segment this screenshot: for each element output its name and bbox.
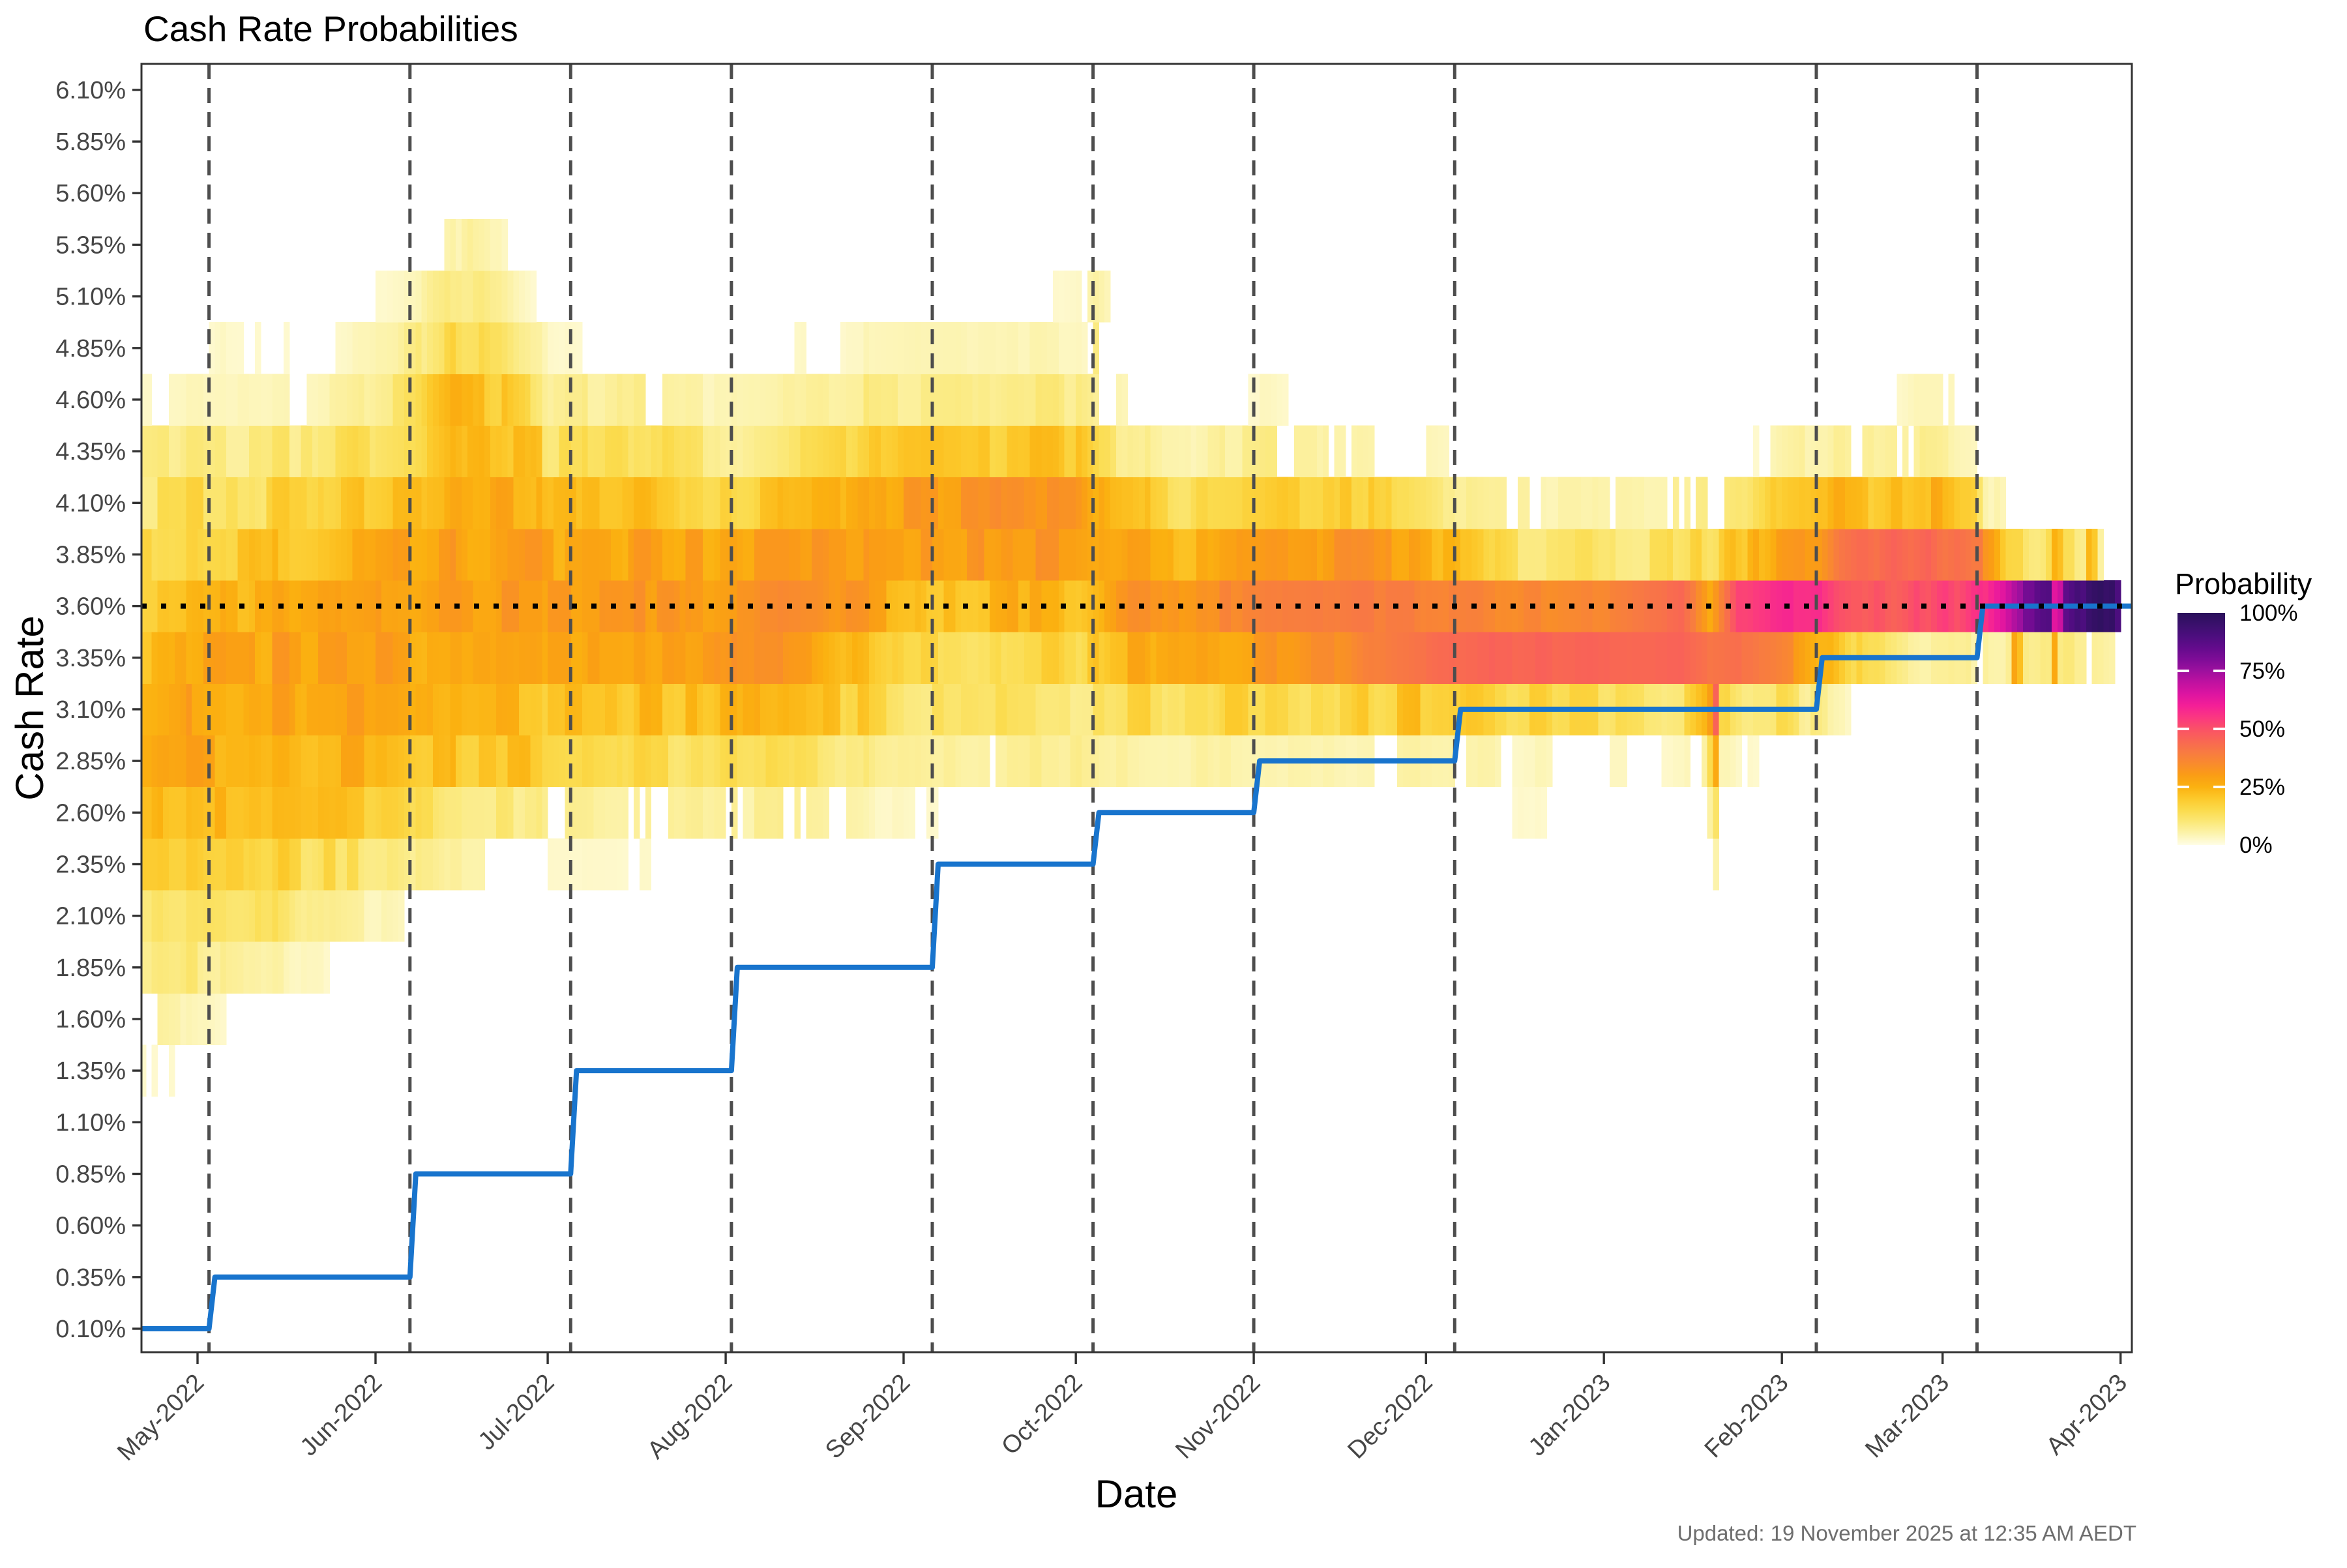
svg-text:1.35%: 1.35% bbox=[55, 1058, 126, 1085]
svg-text:0.35%: 0.35% bbox=[55, 1264, 126, 1292]
svg-text:6.10%: 6.10% bbox=[55, 77, 126, 104]
svg-text:4.85%: 4.85% bbox=[55, 335, 126, 362]
svg-text:2.35%: 2.35% bbox=[55, 851, 126, 879]
svg-text:2.10%: 2.10% bbox=[55, 903, 126, 930]
svg-text:Probability: Probability bbox=[2175, 567, 2312, 600]
svg-text:Updated: 19 November 2025 at 1: Updated: 19 November 2025 at 12:35 AM AE… bbox=[1677, 1521, 2136, 1545]
svg-text:100%: 100% bbox=[2239, 600, 2298, 626]
svg-text:3.10%: 3.10% bbox=[55, 696, 126, 724]
svg-text:5.85%: 5.85% bbox=[55, 128, 126, 156]
svg-text:5.35%: 5.35% bbox=[55, 231, 126, 259]
svg-text:50%: 50% bbox=[2239, 717, 2285, 742]
svg-text:2.85%: 2.85% bbox=[55, 748, 126, 775]
svg-text:Cash Rate Probabilities: Cash Rate Probabilities bbox=[143, 8, 518, 49]
svg-text:5.60%: 5.60% bbox=[55, 180, 126, 207]
svg-text:1.85%: 1.85% bbox=[55, 954, 126, 982]
svg-text:0.10%: 0.10% bbox=[55, 1316, 126, 1343]
svg-text:Date: Date bbox=[1095, 1472, 1178, 1516]
svg-text:3.60%: 3.60% bbox=[55, 593, 126, 621]
svg-text:75%: 75% bbox=[2239, 658, 2285, 684]
svg-text:1.60%: 1.60% bbox=[55, 1006, 126, 1033]
svg-text:0.85%: 0.85% bbox=[55, 1161, 126, 1189]
svg-text:2.60%: 2.60% bbox=[55, 799, 126, 827]
svg-text:1.10%: 1.10% bbox=[55, 1109, 126, 1136]
svg-text:0.60%: 0.60% bbox=[55, 1213, 126, 1240]
svg-text:25%: 25% bbox=[2239, 775, 2285, 800]
svg-text:Cash Rate: Cash Rate bbox=[8, 615, 52, 800]
svg-text:3.85%: 3.85% bbox=[55, 541, 126, 569]
svg-text:3.35%: 3.35% bbox=[55, 645, 126, 672]
svg-text:4.10%: 4.10% bbox=[55, 490, 126, 517]
svg-text:4.35%: 4.35% bbox=[55, 438, 126, 466]
svg-text:4.60%: 4.60% bbox=[55, 387, 126, 414]
svg-text:0%: 0% bbox=[2239, 833, 2273, 858]
svg-text:5.10%: 5.10% bbox=[55, 284, 126, 311]
